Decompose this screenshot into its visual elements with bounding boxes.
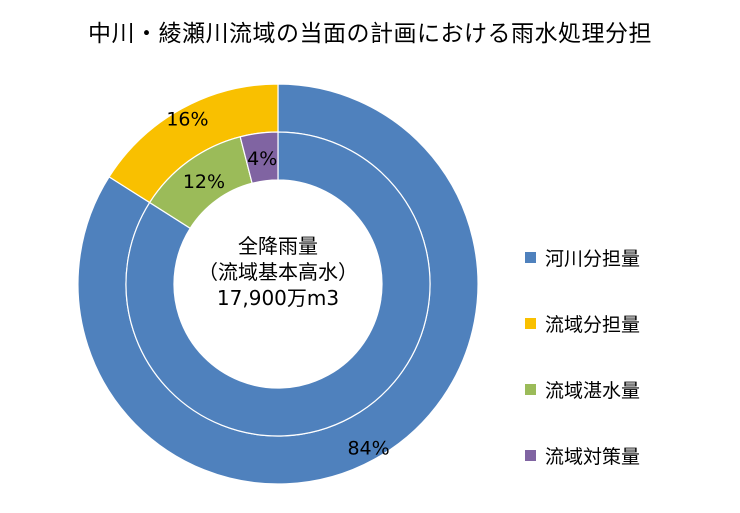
inner-slice-label-2: 4% bbox=[247, 148, 277, 170]
legend-swatch bbox=[525, 383, 536, 395]
legend-label: 河川分担量 bbox=[545, 247, 641, 270]
outer-slice-label-1: 16% bbox=[166, 108, 208, 130]
center-label: 全降雨量 （流域基本高水） 17,900万m3 bbox=[178, 233, 378, 311]
outer-slice-label-0: 84% bbox=[347, 438, 389, 460]
legend-swatch bbox=[525, 251, 536, 263]
inner-slice-2 bbox=[239, 131, 279, 184]
legend-item-basin: 流域分担量 bbox=[525, 290, 640, 356]
center-label-line2: （流域基本高水） bbox=[198, 260, 358, 284]
legend-label: 流域分担量 bbox=[545, 313, 641, 336]
center-label-line1: 全降雨量 bbox=[238, 234, 318, 258]
inner-slice-0 bbox=[125, 131, 431, 437]
center-label-line3: 17,900万m3 bbox=[216, 286, 340, 310]
inner-ring bbox=[125, 131, 431, 437]
legend-swatch bbox=[525, 317, 536, 329]
inner-slice-label-1: 12% bbox=[183, 171, 225, 193]
chart-title: 中川・綾瀬川流域の当面の計画における雨水処理分担 bbox=[88, 21, 652, 47]
legend-label: 流域対策量 bbox=[545, 445, 641, 468]
legend-swatch bbox=[525, 449, 536, 461]
legend-label: 流域湛水量 bbox=[545, 379, 641, 402]
legend-item-river: 河川分担量 bbox=[525, 224, 640, 290]
slice-labels: 84% 16% 12% 4% bbox=[166, 108, 389, 459]
legend-item-inundation: 流域湛水量 bbox=[525, 356, 640, 422]
legend-item-countermeasure: 流域対策量 bbox=[525, 422, 640, 488]
legend: 河川分担量 流域分担量 流域湛水量 流域対策量 bbox=[525, 224, 640, 488]
